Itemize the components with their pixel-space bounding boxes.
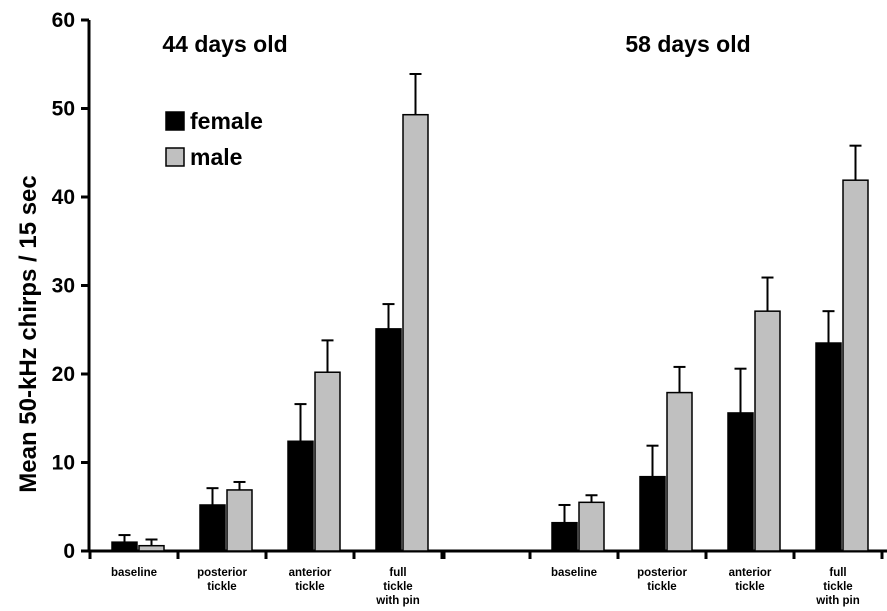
x-tick-label: full [829, 567, 846, 579]
bar [727, 412, 754, 552]
legend-label: female [190, 108, 263, 134]
bar [578, 501, 605, 552]
bar [815, 342, 842, 552]
y-tick-label: 50 [52, 98, 75, 121]
labels: 44 days old baseline posterior tickle anteri… [111, 31, 860, 607]
y-tick-label: 40 [52, 186, 75, 209]
x-tick-label: tickle [647, 581, 676, 593]
legend-label: male [190, 144, 242, 170]
x-tick-label: with pin [375, 595, 419, 607]
bar [666, 391, 693, 552]
legend-swatch [165, 147, 185, 167]
y-tick-label: 0 [63, 540, 75, 563]
x-axis [88, 549, 887, 559]
legend: female male [165, 108, 263, 170]
x-tick-label: tickle [295, 581, 324, 593]
x-tick-label: baseline [551, 567, 597, 579]
bar [551, 521, 578, 552]
y-tick-label: 10 [52, 452, 75, 475]
x-tick-label: posterior [637, 567, 687, 579]
bars [111, 72, 869, 552]
x-tick-label: anterior [729, 567, 772, 579]
x-tick-label: tickle [823, 581, 852, 593]
bar [314, 371, 341, 552]
y-tick-label: 60 [52, 9, 75, 32]
bar [111, 541, 138, 552]
bar [287, 440, 314, 552]
y-tick-label: 20 [52, 363, 75, 386]
x-tick-label: tickle [383, 581, 412, 593]
x-tick-label: baseline [111, 567, 157, 579]
x-tick-label: posterior [197, 567, 247, 579]
bar [138, 544, 165, 552]
group-title: 44 days old [162, 31, 287, 57]
x-tick-label: full [389, 567, 406, 579]
bar [402, 113, 429, 552]
y-tick-label: 30 [52, 275, 75, 298]
bar [375, 328, 402, 552]
bar [199, 504, 226, 552]
x-tick-label: anterior [289, 567, 332, 579]
y-axis: 0 10 20 30 40 50 60 [52, 9, 91, 563]
group-title: 58 days old [625, 31, 750, 57]
bar [842, 179, 869, 552]
bar [639, 475, 666, 552]
legend-swatch [165, 111, 185, 131]
bar [754, 310, 781, 552]
x-tick-label: tickle [207, 581, 236, 593]
x-tick-label: with pin [815, 595, 859, 607]
x-tick-label: tickle [735, 581, 764, 593]
y-axis-label: Mean 50-kHz chirps / 15 sec [15, 175, 42, 492]
bar [226, 489, 253, 552]
